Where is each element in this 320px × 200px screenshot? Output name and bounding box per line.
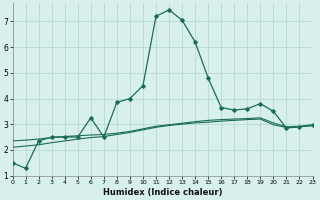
- X-axis label: Humidex (Indice chaleur): Humidex (Indice chaleur): [103, 188, 222, 197]
